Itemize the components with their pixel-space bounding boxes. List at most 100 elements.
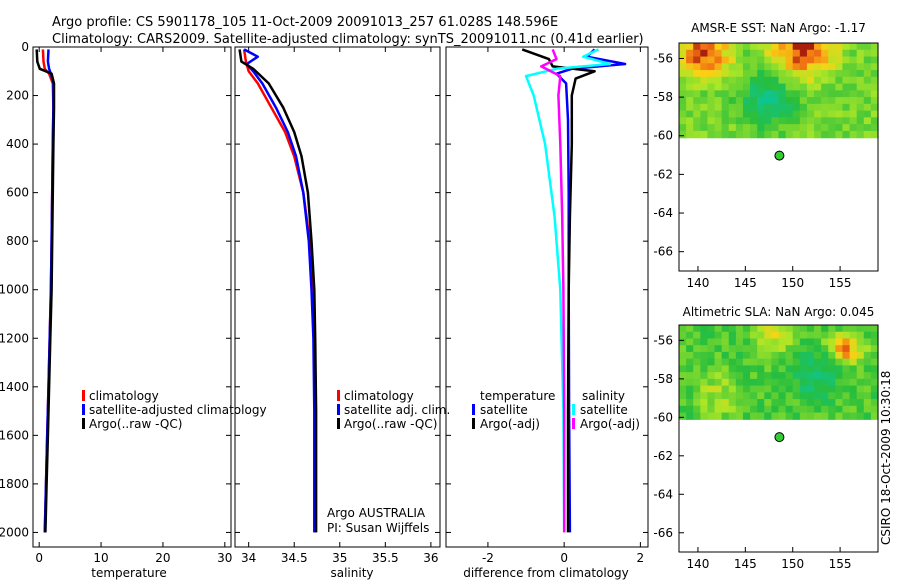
salinity-xtick-label: 35.5 — [372, 551, 399, 565]
heatmap-cell — [835, 338, 844, 346]
heatmap-cell — [742, 385, 751, 393]
heatmap-cell — [856, 399, 865, 407]
heatmap-cell — [679, 124, 687, 132]
heatmap-cell — [792, 392, 801, 400]
heatmap-cell — [764, 70, 772, 78]
heatmap-cell — [742, 76, 751, 85]
heatmap-cell — [828, 345, 836, 353]
heatmap-cell — [778, 338, 787, 346]
heatmap-cell — [799, 412, 808, 420]
heatmap-cell — [856, 110, 865, 118]
legend-swatch — [337, 404, 340, 415]
heatmap-cell — [728, 76, 737, 85]
heatmap-cell — [707, 110, 716, 118]
heatmap-cell — [778, 325, 787, 333]
heatmap-cell — [714, 365, 723, 373]
heatmap-cell — [700, 83, 709, 91]
heatmap-cell — [714, 43, 723, 51]
heatmap-cell — [693, 76, 701, 85]
heatmap-cell — [792, 351, 801, 360]
heatmap-cell — [714, 338, 723, 346]
heatmap-cell — [806, 49, 815, 58]
heatmap-cell — [821, 338, 829, 346]
heatmap-cell — [771, 399, 780, 407]
heatmap-cell — [700, 399, 709, 407]
heatmap-cell — [750, 378, 758, 387]
sst_map-ytick-label: -56 — [653, 51, 673, 65]
heatmap-cell — [707, 63, 716, 71]
heatmap-cell — [679, 70, 687, 78]
heatmap-cell — [686, 76, 694, 85]
heatmap-cell — [707, 124, 716, 132]
heatmap-cell — [863, 63, 872, 71]
heatmap-cell — [821, 76, 829, 85]
heatmap-cell — [742, 117, 751, 125]
temperature-xtick-label: 30 — [217, 551, 232, 565]
heatmap-cell — [707, 103, 716, 112]
heatmap-cell — [757, 372, 765, 380]
sla_map-ytick-label: -60 — [653, 410, 673, 424]
heatmap-cell — [735, 83, 744, 91]
heatmap-cell — [870, 358, 879, 366]
heatmap-cell — [870, 392, 879, 400]
heatmap-cell — [728, 117, 737, 125]
heatmap-cell — [757, 351, 765, 360]
heatmap-cell — [686, 83, 694, 91]
heatmap-cell — [821, 49, 829, 58]
heatmap-cell — [735, 63, 744, 71]
heatmap-cell — [728, 372, 737, 380]
heatmap-cell — [750, 372, 758, 380]
sla_map-axes-frame — [678, 324, 879, 553]
heatmap-cell — [693, 378, 701, 387]
heatmap-cell — [778, 130, 787, 139]
heatmap-cell — [821, 378, 829, 387]
heatmap-cell — [842, 117, 851, 125]
legend-swatch — [82, 404, 85, 415]
heatmap-cell — [721, 97, 730, 105]
heatmap-cell — [785, 378, 794, 387]
pressure-tick-label: 1800 — [0, 477, 29, 491]
heatmap-cell — [757, 124, 765, 132]
heatmap-cell — [714, 97, 723, 105]
heatmap-cell — [863, 405, 872, 414]
heatmap-cell — [735, 56, 744, 64]
heatmap-cell — [686, 56, 694, 64]
heatmap-cell — [757, 345, 765, 353]
heatmap-cell — [771, 117, 780, 125]
heatmap-cell — [771, 412, 780, 420]
heatmap-cell — [693, 365, 701, 373]
heatmap-cell — [750, 412, 758, 420]
heatmap-cell — [771, 365, 780, 373]
heatmap-cell — [764, 338, 772, 346]
heatmap-cell — [814, 331, 822, 340]
heatmap-cell — [835, 56, 844, 64]
heatmap-cell — [792, 56, 801, 64]
heatmap-cell — [721, 372, 730, 380]
heatmap-cell — [757, 412, 765, 420]
heatmap-cell — [750, 97, 758, 105]
heatmap-cell — [757, 83, 765, 91]
heatmap-cell — [821, 405, 829, 414]
heatmap-cell — [686, 124, 694, 132]
pressure-tick-label: 2000 — [0, 525, 29, 539]
heatmap-cell — [863, 103, 872, 112]
heatmap-cell — [721, 365, 730, 373]
heatmap-cell — [679, 117, 687, 125]
heatmap-cell — [828, 76, 836, 85]
heatmap-cell — [686, 117, 694, 125]
heatmap-cell — [778, 331, 787, 340]
heatmap-cell — [870, 399, 879, 407]
heatmap-cell — [735, 117, 744, 125]
heatmap-cell — [714, 90, 723, 98]
heatmap-cell — [870, 405, 879, 414]
heatmap-cell — [849, 56, 858, 64]
heatmap-cell — [842, 331, 851, 340]
heatmap-cell — [849, 76, 858, 85]
heatmap-cell — [735, 358, 744, 366]
heatmap-cell — [849, 345, 858, 353]
heatmap-cell — [771, 358, 780, 366]
temperature-axes-frame — [32, 46, 232, 548]
heatmap-cell — [785, 351, 794, 360]
heatmap-cell — [735, 365, 744, 373]
heatmap-cell — [870, 56, 879, 64]
